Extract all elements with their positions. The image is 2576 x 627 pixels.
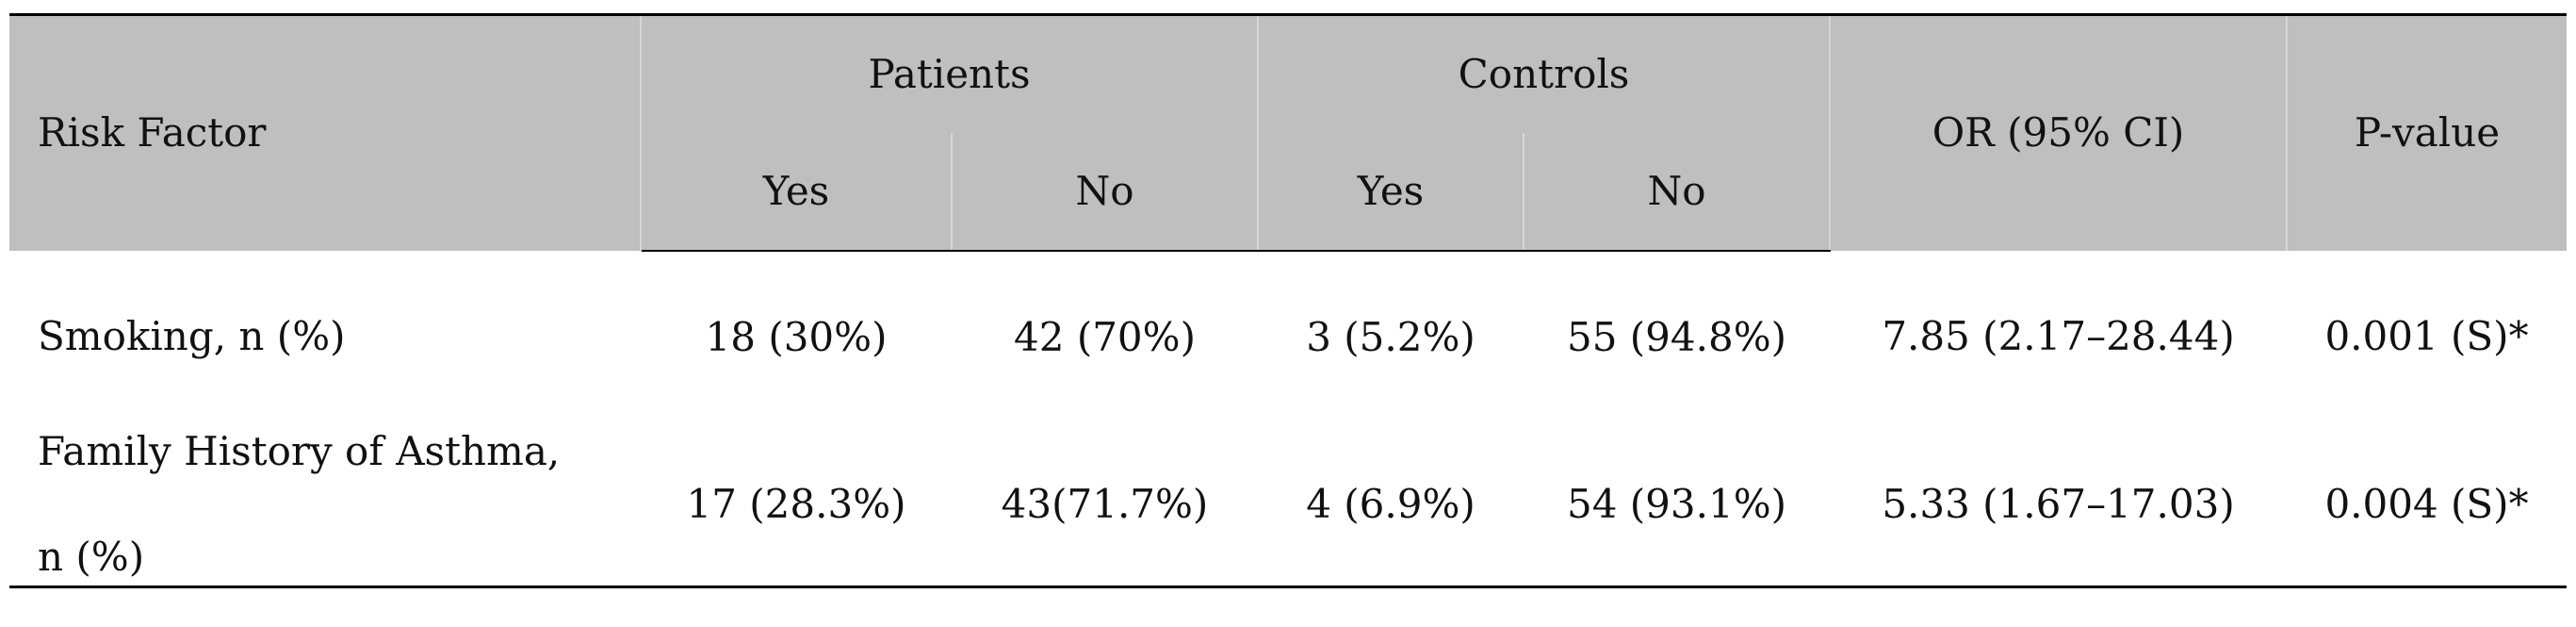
controls-yes-cell: 4 (6.9%) xyxy=(1258,423,1524,588)
risk-factor-table: Risk Factor Patients Controls OR (95% CI… xyxy=(9,13,2568,588)
patients-yes-cell: 18 (30%) xyxy=(705,313,888,360)
risk-factor-table-container: Risk Factor Patients Controls OR (95% CI… xyxy=(9,13,2568,588)
controls-no-header: No xyxy=(1524,133,1832,252)
table-header: Risk Factor Patients Controls OR (95% CI… xyxy=(9,13,2568,252)
risk-factor-label: Family History of Asthma, n (%) xyxy=(9,423,641,588)
p-value-cell: 0.004 (S)* xyxy=(2287,423,2568,588)
or-ci-cell: 5.33 (1.67–17.03) xyxy=(1830,423,2288,588)
table-row: Family History of Asthma, n (%) 17 (28.3… xyxy=(9,423,2568,588)
patients-yes-cell: 17 (28.3%) xyxy=(641,423,952,588)
controls-yes-header: Yes xyxy=(1258,133,1524,252)
risk-factor-label-line: Smoking, n (%) xyxy=(38,313,346,360)
patients-header: Patients xyxy=(641,13,1259,133)
controls-yes-cell: 3 (5.2%) xyxy=(1306,313,1475,360)
patients-no-cell: 43(71.7%) xyxy=(952,423,1258,588)
table-row: Smoking, n (%) 18 (30%) 42 (70%) 3 (5.2%… xyxy=(9,251,2567,423)
or-ci-header: OR (95% CI) xyxy=(1830,13,2289,251)
table-body: Smoking, n (%) 18 (30%) 42 (70%) 3 (5.2%… xyxy=(9,251,2568,588)
risk-factor-header: Risk Factor xyxy=(9,13,642,251)
risk-factor-label-line: Family History of Asthma, xyxy=(38,427,561,474)
patients-no-header: No xyxy=(952,133,1259,252)
patients-yes-header: Yes xyxy=(641,133,953,252)
risk-factor-label: Smoking, n (%) xyxy=(9,251,641,423)
risk-factor-label-line-2: n (%) xyxy=(38,534,145,580)
p-value-cell: 0.001 (S)* xyxy=(2324,313,2529,360)
header-row-top: Risk Factor Patients Controls OR (95% CI… xyxy=(9,13,2568,251)
or-ci-cell: 7.85 (2.17–28.44) xyxy=(1882,313,2235,360)
controls-no-cell: 55 (94.8%) xyxy=(1567,313,1786,360)
controls-no-cell: 54 (93.1%) xyxy=(1524,423,1831,588)
header-row-sub: Yes No Yes No xyxy=(9,133,2567,252)
p-value-header: P-value xyxy=(2287,13,2568,251)
patients-no-cell: 42 (70%) xyxy=(1014,313,1196,360)
controls-header: Controls xyxy=(1258,13,1832,133)
